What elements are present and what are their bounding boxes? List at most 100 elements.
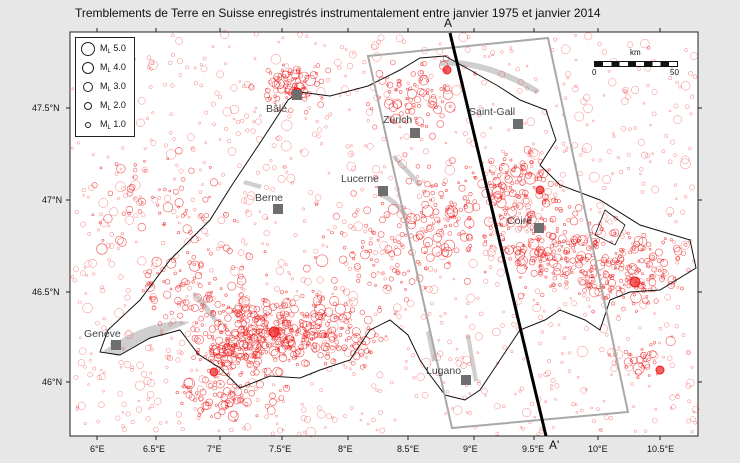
event-circle (346, 300, 353, 307)
event-circle (70, 146, 74, 150)
event-circle (300, 311, 304, 316)
event-circle (215, 246, 220, 251)
event-circle (253, 369, 260, 376)
event-circle (217, 310, 222, 315)
x-tick-label: 6°E (90, 444, 105, 454)
event-circle (343, 260, 349, 266)
event-circle (507, 207, 517, 217)
event-circle (191, 147, 196, 152)
event-circle (333, 334, 338, 339)
event-circle (501, 230, 506, 235)
event-circle (225, 339, 230, 344)
event-circle (422, 179, 426, 183)
event-circle (127, 211, 131, 216)
event-circle (581, 147, 587, 153)
event-circle (392, 303, 402, 313)
event-circle (538, 264, 543, 269)
event-circle (535, 235, 542, 241)
event-circle (126, 189, 134, 196)
event-circle (324, 353, 331, 360)
event-circle (179, 321, 183, 325)
event-circle (313, 305, 317, 309)
event-circle (473, 175, 477, 179)
event-circle (551, 271, 555, 275)
event-circle (388, 250, 396, 258)
event-circle (360, 240, 365, 244)
event-circle (245, 382, 251, 388)
event-circle (100, 285, 105, 290)
event-circle (367, 350, 371, 354)
event-circle (145, 116, 150, 120)
event-circle (670, 404, 677, 410)
event-circle (238, 372, 243, 377)
event-circle (238, 273, 244, 280)
event-circle (183, 391, 186, 394)
city-label-geneve: Genève (84, 328, 121, 340)
event-circle (604, 332, 609, 337)
event-circle (332, 212, 340, 220)
event-circle (279, 86, 283, 89)
event-circle (501, 149, 505, 154)
event-circle (433, 203, 438, 207)
event-circle (408, 86, 413, 91)
event-circle (98, 373, 106, 381)
event-circle (611, 264, 617, 270)
event-circle (589, 208, 593, 211)
event-circle (163, 194, 172, 202)
event-circle (560, 257, 564, 261)
event-circle (253, 315, 265, 327)
event-circle (606, 257, 613, 264)
event-circle (125, 287, 131, 293)
event-circle (286, 80, 292, 86)
event-circle (627, 373, 630, 376)
event-circle (213, 352, 217, 356)
event-circle (533, 415, 537, 419)
event-circle (407, 269, 410, 273)
event-circle (404, 288, 408, 291)
event-circle (218, 408, 226, 416)
event-circle (250, 341, 262, 353)
event-circle-large (442, 65, 452, 75)
event-circle (638, 326, 642, 330)
event-circle (626, 152, 631, 157)
event-circle (382, 284, 392, 294)
event-circle (371, 41, 380, 50)
event-circle (208, 165, 212, 169)
event-circle (310, 313, 319, 322)
event-circle (199, 83, 204, 88)
event-circle (590, 265, 593, 269)
event-circle (347, 266, 353, 271)
event-circle (339, 326, 343, 330)
event-circle (213, 380, 217, 384)
event-circle (359, 352, 364, 358)
event-circle (426, 112, 430, 117)
event-circle (263, 367, 272, 376)
event-circle (439, 320, 444, 325)
event-circle (321, 344, 327, 351)
event-circle (323, 362, 328, 366)
event-circle (96, 374, 102, 380)
event-circle (96, 419, 101, 424)
event-circle (424, 181, 431, 188)
event-circle (163, 143, 169, 148)
event-circle (223, 387, 232, 396)
event-circle (329, 230, 334, 235)
event-circle (220, 392, 226, 398)
event-circle (405, 178, 413, 185)
event-circle (443, 217, 447, 221)
event-circle (274, 414, 278, 418)
event-circle (227, 147, 237, 156)
event-circle (451, 85, 462, 96)
event-circle (89, 352, 93, 356)
event-circle (583, 103, 593, 114)
event-circle (322, 340, 327, 345)
event-circle (419, 89, 427, 97)
event-circle (617, 346, 621, 349)
event-circle (245, 252, 251, 258)
event-circle (498, 214, 504, 220)
event-circle (213, 324, 220, 330)
event-circle (685, 383, 692, 389)
event-circle (328, 112, 333, 117)
event-circle (555, 230, 559, 234)
event-circle (558, 240, 562, 244)
